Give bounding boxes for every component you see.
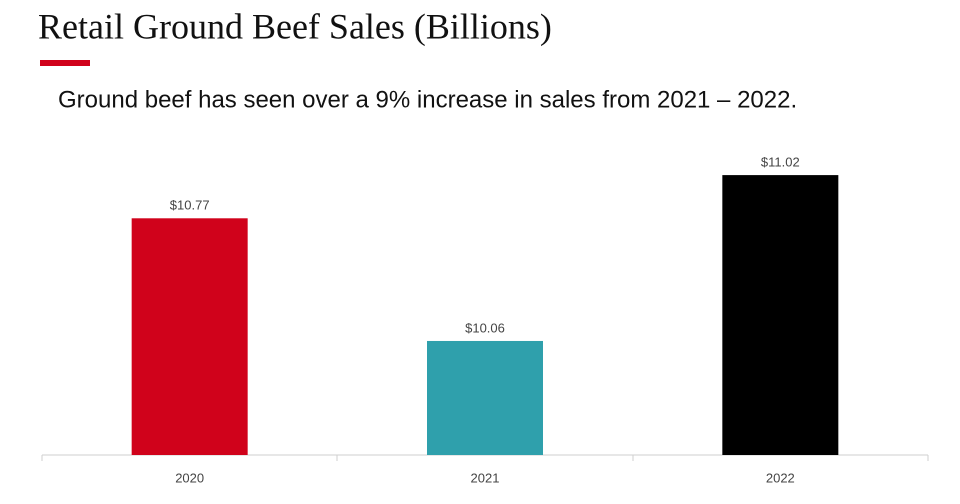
value-label: $10.06 <box>465 320 505 335</box>
x-tick-label: 2020 <box>175 470 204 485</box>
value-label: $10.77 <box>170 198 210 213</box>
title-accent <box>40 60 90 66</box>
bar <box>131 218 248 455</box>
value-label: $11.02 <box>761 155 800 170</box>
bar <box>427 340 543 455</box>
chart-subtitle: Ground beef has seen over a 9% increase … <box>58 86 797 113</box>
x-tick-label: 2021 <box>471 470 500 485</box>
x-tick-label: 2022 <box>766 470 795 485</box>
bar <box>722 175 839 455</box>
x-axis <box>41 454 929 461</box>
chart-title: Retail Ground Beef Sales (Billions) <box>38 6 552 46</box>
